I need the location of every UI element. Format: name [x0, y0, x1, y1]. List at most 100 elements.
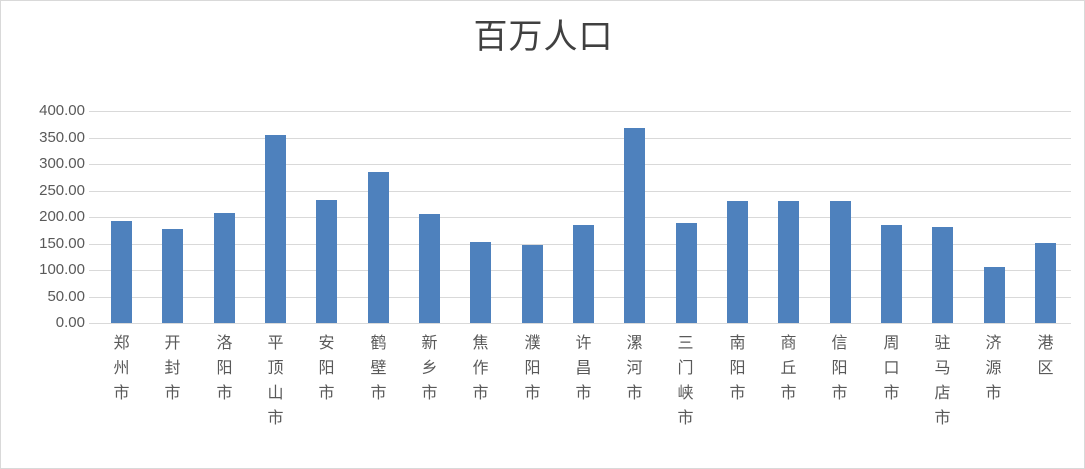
x-axis-tick-label-char: 市 — [524, 385, 541, 402]
bar[interactable] — [830, 201, 851, 323]
x-axis-tick-label-char: 开 — [164, 335, 181, 352]
y-axis-labels: 400.00 350.00 300.00 250.00 200.00 150.00 100.… — [1, 103, 1085, 330]
x-axis-tick-label-char: 市 — [626, 385, 643, 402]
y-axis-tick-label: 350.00 — [39, 129, 85, 146]
x-axis-tick-label-char: 漯 — [626, 335, 643, 352]
x-axis-tick-label: 南阳市 — [712, 331, 763, 406]
x-axis-tick-label-char: 洛 — [216, 335, 233, 352]
x-axis-tick-label-char: 阳 — [318, 360, 335, 377]
x-axis-tick-label-char: 周 — [883, 335, 900, 352]
y-axis-tick — [89, 138, 96, 139]
y-axis-tick — [89, 323, 96, 324]
x-axis-tick-label-char: 市 — [421, 385, 438, 402]
gridline — [96, 164, 1071, 165]
x-axis-tick-label-char: 昌 — [575, 360, 592, 377]
x-axis-tick-label-char: 平 — [267, 335, 284, 352]
x-axis-tick-label-char: 山 — [267, 385, 284, 402]
bar[interactable] — [881, 225, 902, 323]
x-axis-tick-label-char: 封 — [164, 360, 181, 377]
bar[interactable] — [573, 225, 594, 323]
x-axis-tick-label-char: 乡 — [421, 360, 438, 377]
bar[interactable] — [162, 229, 183, 323]
x-axis-tick-label-char: 市 — [677, 410, 694, 427]
bar[interactable] — [624, 128, 645, 323]
bar[interactable] — [214, 213, 235, 323]
bar[interactable] — [470, 242, 491, 323]
x-axis-tick-label-char: 许 — [575, 335, 592, 352]
y-axis-tick — [89, 164, 96, 165]
bar[interactable] — [316, 200, 337, 323]
x-axis-tick-label: 济源市 — [968, 331, 1019, 406]
x-axis-tick-label-char: 阳 — [729, 360, 746, 377]
x-axis-tick-label-char: 信 — [831, 335, 848, 352]
bar[interactable] — [111, 221, 132, 323]
x-axis-tick-label-char: 店 — [934, 385, 951, 402]
x-axis-tick-label-char: 马 — [934, 360, 951, 377]
y-axis-tick — [89, 270, 96, 271]
x-axis-tick-label-char: 市 — [472, 385, 489, 402]
x-axis-tick-label-char: 濮 — [524, 335, 541, 352]
gridline — [96, 217, 1071, 218]
x-axis-tick-label: 周口市 — [866, 331, 917, 406]
x-axis-tick-label: 鹤壁市 — [353, 331, 404, 406]
y-axis-tick-label: 100.00 — [39, 261, 85, 278]
gridline — [96, 323, 1071, 324]
x-axis-tick-label-char: 区 — [1037, 360, 1054, 377]
bar[interactable] — [984, 267, 1005, 323]
x-axis-tick-label-char: 门 — [677, 360, 694, 377]
x-axis-tick-label-char: 郑 — [113, 335, 130, 352]
x-axis-tick-label-char: 鹤 — [370, 335, 387, 352]
gridline — [96, 138, 1071, 139]
x-axis-tick-label-char: 安 — [318, 335, 335, 352]
x-axis-tick-label-char: 南 — [729, 335, 746, 352]
x-axis-tick-label: 开封市 — [147, 331, 198, 406]
bar[interactable] — [368, 172, 389, 323]
bar[interactable] — [676, 223, 697, 323]
x-axis-tick-label-char: 市 — [934, 410, 951, 427]
bar-series — [96, 111, 1071, 323]
x-axis-tick-label-char: 济 — [985, 335, 1002, 352]
x-axis-tick-label-char: 市 — [164, 385, 181, 402]
y-axis-tick-label: 150.00 — [39, 235, 85, 252]
x-axis-tick-label-char: 市 — [780, 385, 797, 402]
x-axis-tick-label-char: 河 — [626, 360, 643, 377]
x-axis-tick-label-char: 港 — [1037, 335, 1054, 352]
x-axis-tick-label: 三门峡市 — [660, 331, 711, 431]
x-axis-tick-label-char: 市 — [883, 385, 900, 402]
x-axis-tick-label: 洛阳市 — [199, 331, 250, 406]
x-axis-tick-label: 信阳市 — [814, 331, 865, 406]
x-axis-tick-label-char: 市 — [318, 385, 335, 402]
bar[interactable] — [522, 245, 543, 323]
y-axis-tick — [89, 191, 96, 192]
x-axis-tick-label-char: 阳 — [216, 360, 233, 377]
y-axis-tick-label: 0.00 — [55, 314, 85, 331]
x-axis-tick-label: 郑州市 — [96, 331, 147, 406]
x-axis-tick-label-char: 作 — [472, 360, 489, 377]
x-axis-tick-label-char: 市 — [267, 410, 284, 427]
x-axis-tick-label-char: 市 — [370, 385, 387, 402]
x-axis-tick-label-char: 壁 — [370, 360, 387, 377]
bar[interactable] — [727, 201, 748, 323]
x-axis-tick-label-char: 驻 — [934, 335, 951, 352]
x-axis-tick-label: 港区 — [1020, 331, 1071, 381]
bar[interactable] — [778, 201, 799, 323]
x-axis-tick-label: 新乡市 — [404, 331, 455, 406]
x-axis-tick-label: 驻马店市 — [917, 331, 968, 431]
x-axis-tick-label-char: 市 — [729, 385, 746, 402]
x-axis-tick-label-char: 阳 — [524, 360, 541, 377]
bar[interactable] — [419, 214, 440, 323]
y-axis-tick — [89, 244, 96, 245]
x-axis-tick-label-char: 阳 — [831, 360, 848, 377]
gridline — [96, 111, 1071, 112]
x-axis-tick-label-char: 三 — [677, 335, 694, 352]
x-axis-tick-label-char: 峡 — [677, 385, 694, 402]
x-axis-tick-label-char: 州 — [113, 360, 130, 377]
bar[interactable] — [932, 227, 953, 323]
bar[interactable] — [265, 135, 286, 323]
y-axis-tick — [89, 111, 96, 112]
x-axis-labels: 郑州市开封市洛阳市平顶山市安阳市鹤壁市新乡市焦作市濮阳市许昌市漯河市三门峡市南阳… — [96, 331, 1071, 461]
x-axis-tick-label: 平顶山市 — [250, 331, 301, 431]
y-axis-tick — [89, 217, 96, 218]
bar[interactable] — [1035, 243, 1056, 323]
